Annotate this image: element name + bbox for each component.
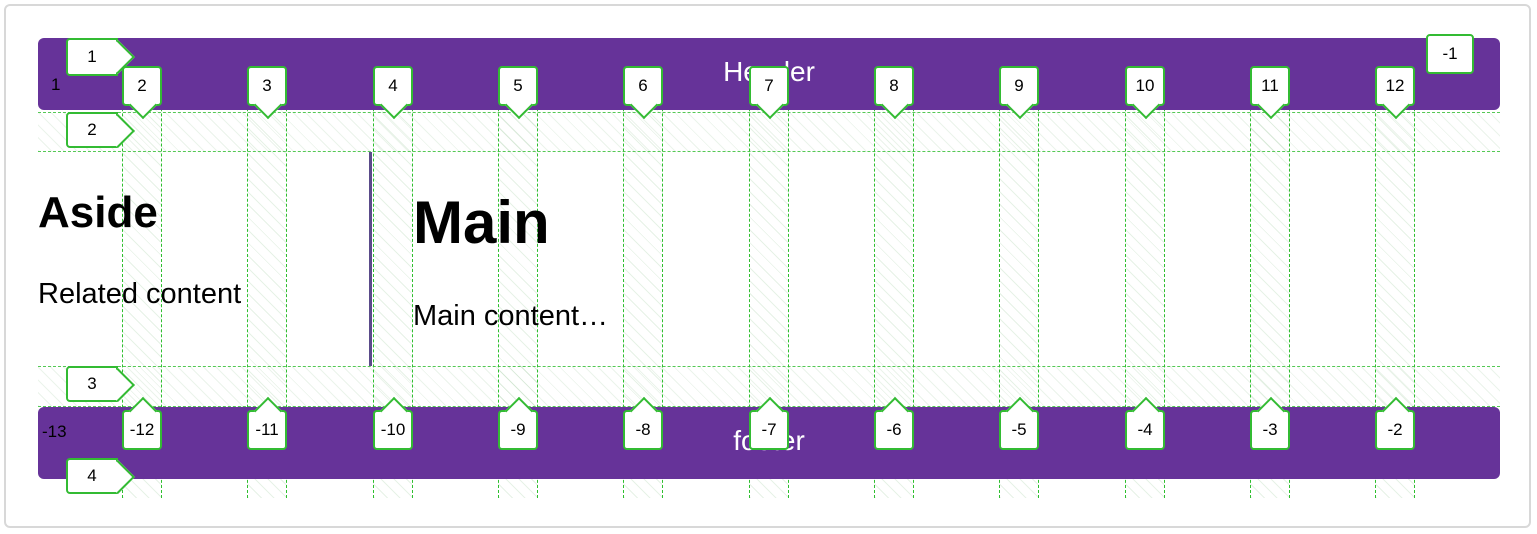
column-line-badge: -8 [623,410,663,450]
column-line-badge: -2 [1375,410,1415,450]
column-line-badge: 10 [1125,66,1165,106]
row-line-badge: 3 [66,366,118,402]
column-line-label: -13 [42,422,67,441]
content-divider [369,152,372,366]
row-line-badge: 1 [66,38,118,76]
column-line-badge: -5 [999,410,1039,450]
column-line-badge: 9 [999,66,1039,106]
column-line-badge: 11 [1250,66,1290,106]
row-line-badge: 2 [66,112,118,148]
column-line-badge: 12 [1375,66,1415,106]
column-line-badge: -6 [874,410,914,450]
column-line-badge: 2 [122,66,162,106]
column-line-badge: -4 [1125,410,1165,450]
column-line-badge: -10 [373,410,413,450]
column-line-label: 1 [51,75,61,94]
column-line-badge: 7 [749,66,789,106]
column-line-badge: -9 [498,410,538,450]
column-line-badge: -11 [247,410,287,450]
column-line-badge: -1 [1426,34,1474,74]
main-text: Main content… [413,300,609,332]
column-line-badge: -3 [1250,410,1290,450]
column-line-badge: -7 [749,410,789,450]
column-line-badge: 8 [874,66,914,106]
main-heading: Main [413,189,550,256]
aside-text: Related content [38,278,242,310]
row-line-badge: 4 [66,458,118,494]
column-line-badge: 3 [247,66,287,106]
column-line-badge: 4 [373,66,413,106]
aside-heading: Aside [38,188,158,237]
column-line-badge: 6 [623,66,663,106]
column-line-badge: 5 [498,66,538,106]
column-line-badge: -12 [122,410,162,450]
grid-container: Header Aside Related content Main Main c… [38,34,1500,498]
